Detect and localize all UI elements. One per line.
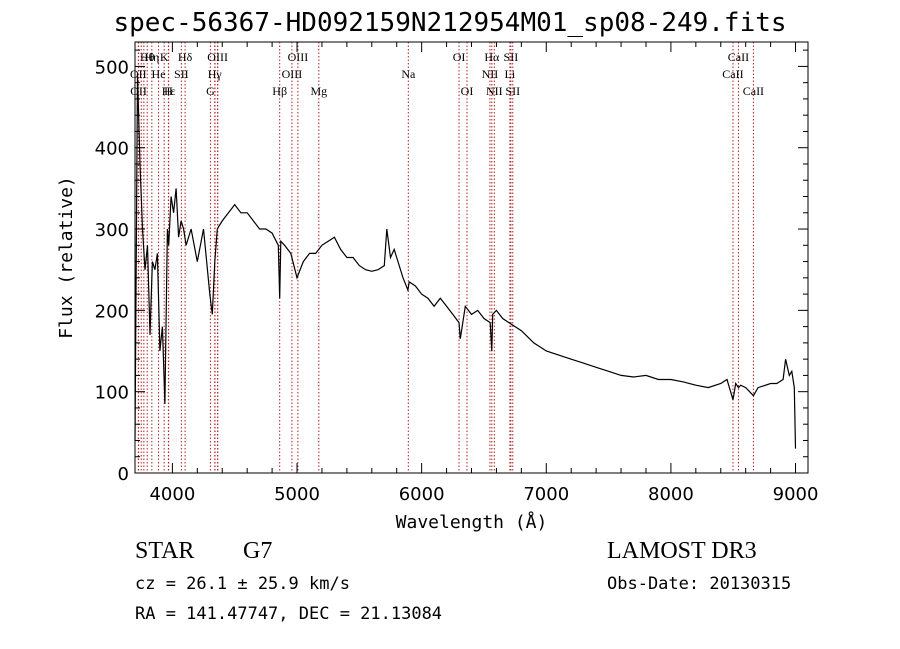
line-id-label: Hθ: [140, 50, 155, 64]
line-id-label: OI: [453, 50, 466, 64]
line-id-label: G: [206, 84, 215, 98]
y-tick-label: 100: [95, 383, 129, 404]
chart-title: spec-56367-HD092159N212954M01_sp08-249.f…: [113, 8, 787, 38]
line-id-label: Na: [401, 67, 416, 81]
class-label: STAR: [135, 538, 195, 564]
line-id-label: Hε: [162, 84, 176, 98]
y-tick-label: 400: [95, 139, 129, 160]
x-tick-label: 9000: [773, 484, 819, 505]
line-id-label: Hη: [144, 50, 159, 64]
line-id-label: CaII: [743, 84, 764, 98]
line-id-label: OII: [130, 67, 147, 81]
y-tick-label: 500: [95, 57, 129, 78]
line-id-label: OII: [130, 84, 147, 98]
line-id-label: SII: [505, 84, 520, 98]
line-id-label: Li: [505, 67, 516, 81]
x-tick-label: 5000: [274, 484, 320, 505]
line-id-label: Hδ: [178, 50, 193, 64]
y-tick-label: 200: [95, 301, 129, 322]
x-tick-label: 6000: [399, 484, 445, 505]
x-tick-label: 8000: [648, 484, 694, 505]
line-id-label: OIII: [207, 50, 228, 64]
x-axis-label: Wavelength (Å): [396, 511, 548, 533]
line-id-label: OIII: [288, 50, 309, 64]
line-id-label: OI: [461, 84, 474, 98]
plot-frame: [134, 41, 809, 474]
line-id-label: CaII: [728, 50, 749, 64]
line-id-label: NII: [486, 84, 503, 98]
survey-label: LAMOST DR3: [607, 538, 757, 564]
line-id-label: SII: [174, 67, 189, 81]
line-id-label: Hγ: [208, 67, 223, 81]
x-tick-label: 7000: [523, 484, 569, 505]
line-id-label: OIII: [282, 67, 303, 81]
coordinates-label: RA = 141.47747, DEC = 21.13084: [135, 604, 443, 624]
line-id-label: SII: [504, 50, 519, 64]
flux-series-line: [134, 74, 797, 449]
line-id-label: Mg: [310, 84, 327, 98]
y-tick-label: 300: [95, 220, 129, 241]
x-tick-label: 4000: [149, 484, 195, 505]
obs-date-label: Obs-Date: 20130315: [607, 574, 792, 594]
y-axis-label: Flux (relative): [56, 176, 77, 339]
line-id-label: K: [160, 50, 169, 64]
y-tick-label: 0: [118, 464, 129, 485]
line-id-label: NII: [482, 67, 499, 81]
line-id-label: He: [152, 67, 166, 81]
redshift-label: cz = 26.1 ± 25.9 km/s: [135, 574, 350, 594]
line-id-label: CaII: [722, 67, 743, 81]
line-id-label: H: [164, 84, 173, 98]
line-id-label: Hβ: [272, 84, 287, 98]
line-id-label: Hα: [484, 50, 500, 64]
subclass-label: G7: [243, 538, 273, 564]
